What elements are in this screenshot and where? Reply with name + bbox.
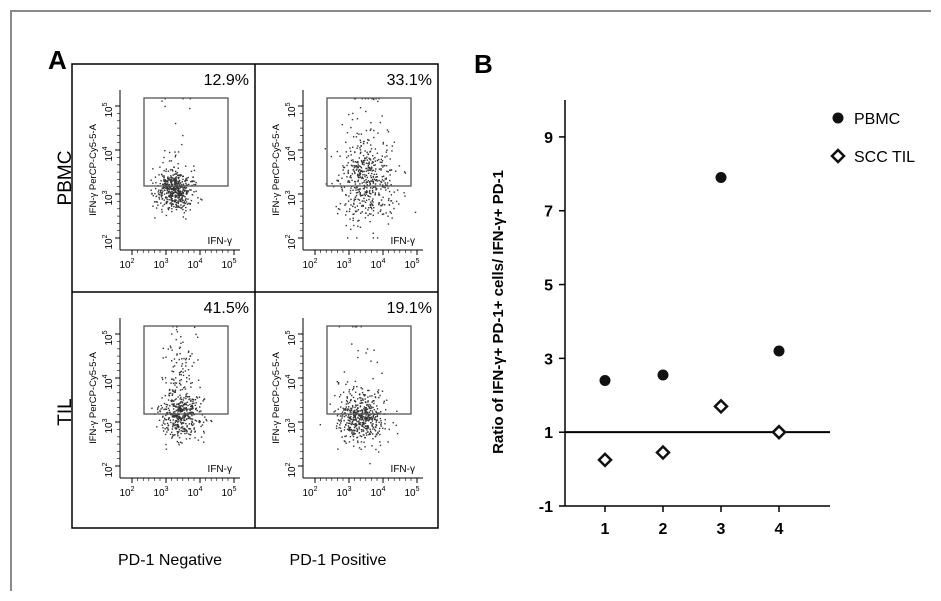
legend-label: PBMC — [854, 111, 900, 128]
y-tick-label: -1 — [539, 499, 553, 516]
gate-box — [143, 325, 229, 415]
gate-percent-label: 19.1% — [387, 300, 432, 317]
y-tick-label: 1 — [544, 425, 553, 442]
legend-marker-scc-til — [830, 148, 846, 164]
x-tick-label: 102 — [302, 258, 317, 271]
x-tick-label: 3 — [717, 521, 726, 538]
y-tick-label: 105 — [102, 102, 115, 117]
flow-plot-xlabel: IFN-γ — [391, 464, 415, 475]
y-tick-label: 105 — [285, 330, 298, 345]
flow-dots — [319, 326, 399, 465]
x-tick-label: 102 — [302, 486, 317, 499]
x-tick-label: 104 — [187, 258, 202, 271]
x-tick-label: 102 — [119, 486, 134, 499]
x-tick-label: 103 — [153, 258, 168, 271]
y-tick-label: 104 — [102, 146, 115, 161]
x-tick-label: 105 — [221, 258, 236, 271]
y-tick-label: 104 — [102, 374, 115, 389]
y-tick-label: 5 — [544, 278, 553, 295]
y-tick-label: 7 — [544, 204, 553, 221]
x-tick-label: 2 — [659, 521, 668, 538]
flow-plot-ylabel: IFN-γ PerCP-Cy5-5-A — [271, 351, 282, 444]
legend-label: SCC TIL — [854, 149, 915, 166]
gate-box — [326, 97, 412, 187]
y-tick-label: 105 — [102, 330, 115, 345]
y-tick-label: 103 — [102, 190, 115, 205]
col-label-pd1-positive: PD-1 Positive — [290, 552, 387, 569]
x-tick-label: 103 — [336, 486, 351, 499]
x-tick-label: 1 — [601, 521, 610, 538]
col-label-pd1-negative: PD-1 Negative — [118, 552, 222, 569]
gate-percent-label: 41.5% — [204, 300, 249, 317]
flow-dots — [150, 98, 203, 220]
x-tick-label: 4 — [775, 521, 784, 538]
x-tick-label: 105 — [221, 486, 236, 499]
x-tick-label: 104 — [370, 486, 385, 499]
flow-dots — [151, 326, 213, 450]
x-tick-label: 104 — [370, 258, 385, 271]
y-tick-label: 102 — [285, 462, 298, 477]
x-tick-label: 105 — [404, 486, 419, 499]
x-tick-label: 105 — [404, 258, 419, 271]
scc-til-point — [771, 424, 787, 440]
y-tick-label: 102 — [285, 234, 298, 249]
scc-til-point — [597, 452, 613, 468]
x-tick-label: 102 — [119, 258, 134, 271]
gate-percent-label: 33.1% — [387, 72, 432, 89]
legend-marker-pbmc — [832, 112, 844, 124]
panel-b-ylabel: Ratio of IFN-γ+ PD-1+ cells/ IFN-γ+ PD-1 — [490, 170, 507, 454]
y-tick-label: 105 — [285, 102, 298, 117]
pbmc-point — [773, 345, 785, 357]
y-tick-label: 104 — [285, 374, 298, 389]
panel-a-letter: A — [48, 45, 67, 75]
flow-plot-xlabel: IFN-γ — [208, 464, 232, 475]
figure-frame — [10, 10, 931, 591]
pbmc-point — [599, 375, 611, 387]
y-tick-label: 9 — [544, 130, 553, 147]
pbmc-point — [657, 369, 669, 381]
scc-til-point — [713, 398, 729, 415]
flow-plot-xlabel: IFN-γ — [391, 236, 415, 247]
gate-box — [326, 325, 412, 415]
row-label-til: TIL — [55, 398, 76, 425]
x-tick-label: 103 — [153, 486, 168, 499]
panel-b-letter: B — [474, 49, 493, 79]
y-tick-label: 103 — [285, 190, 298, 205]
gate-box — [143, 97, 229, 187]
scc-til-point — [655, 444, 671, 461]
x-tick-label: 104 — [187, 486, 202, 499]
y-tick-label: 3 — [544, 351, 553, 368]
panel-a-grid — [71, 63, 439, 529]
y-tick-label: 103 — [285, 418, 298, 433]
panel-b-chart: -1 1 3 5 7 9 1 2 3 4 PBMC SCC TIL — [539, 100, 915, 538]
gate-percent-label: 12.9% — [204, 72, 249, 89]
flow-plot-ylabel: IFN-γ PerCP-Cy5-5-A — [88, 351, 99, 444]
flow-dots — [324, 98, 417, 239]
flow-plot-ylabel: IFN-γ PerCP-Cy5-5-A — [88, 123, 99, 216]
x-tick-label: 103 — [336, 258, 351, 271]
y-tick-label: 103 — [102, 418, 115, 433]
row-label-pbmc: PBMC — [55, 151, 76, 206]
y-tick-label: 102 — [102, 234, 115, 249]
pbmc-point — [715, 172, 727, 184]
y-tick-label: 104 — [285, 146, 298, 161]
flow-plot-xlabel: IFN-γ — [208, 236, 232, 247]
flow-plot-ylabel: IFN-γ PerCP-Cy5-5-A — [271, 123, 282, 216]
y-tick-label: 102 — [102, 462, 115, 477]
